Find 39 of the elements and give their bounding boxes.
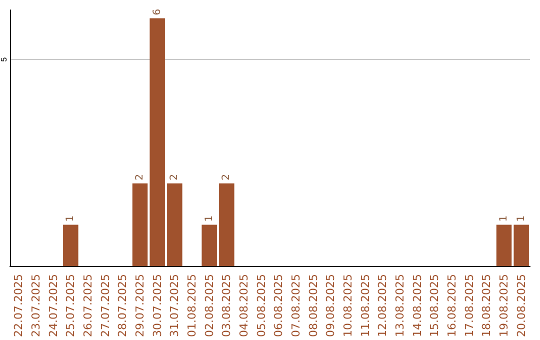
x-tick-label: 31.07.2025: [168, 274, 182, 338]
x-tick-label: 30.07.2025: [150, 274, 164, 338]
data-label: 2: [221, 174, 232, 180]
x-tick-label: 16.08.2025: [446, 274, 458, 338]
x-tick-label: 06.08.2025: [272, 274, 286, 338]
x-tick-label: 08.08.2025: [306, 274, 320, 338]
x-tick-label: 17.08.2025: [462, 274, 476, 338]
x-tick-label: 12.08.2025: [376, 274, 390, 338]
x-tick-label: 23.07.2025: [30, 274, 42, 338]
x-tick-label: 10.08.2025: [342, 274, 354, 338]
x-tick-label: 04.08.2025: [238, 274, 250, 338]
x-tick-label: 20.08.2025: [514, 274, 528, 338]
x-tick-label: 27.07.2025: [98, 274, 112, 338]
x-tick-label: 09.08.2025: [324, 274, 338, 338]
x-tick-label: 13.08.2025: [394, 274, 406, 338]
x-tick-label: 15.08.2025: [428, 274, 442, 338]
y-tick-label: 5: [0, 56, 8, 62]
x-tick-label: 29.07.2025: [134, 274, 146, 338]
x-tick-label: 25.07.2025: [64, 274, 78, 338]
x-tick-label: 02.08.2025: [202, 274, 216, 338]
x-tick-label: 26.07.2025: [82, 274, 94, 338]
x-tick-label: 05.08.2025: [254, 274, 268, 338]
x-tick-label: 19.08.2025: [498, 274, 510, 338]
x-tick-label: 28.07.2025: [116, 274, 130, 338]
data-label: 1: [204, 215, 215, 222]
x-tick-label: 01.08.2025: [186, 274, 198, 338]
x-tick-label: 22.07.2025: [12, 274, 26, 338]
data-label: 1: [498, 215, 510, 222]
x-tick-label: 07.08.2025: [290, 274, 302, 338]
x-tick-label: 24.07.2025: [46, 274, 60, 338]
x-tick-label: 14.08.2025: [410, 274, 424, 338]
data-label: 2: [134, 174, 146, 180]
data-label: 1: [65, 215, 76, 222]
x-tick-label: 03.08.2025: [220, 274, 234, 338]
data-label: 2: [169, 174, 180, 180]
x-tick-label: 11.08.2025: [358, 274, 372, 338]
data-label: 1: [516, 215, 527, 222]
x-tick-label: 18.08.2025: [480, 274, 494, 338]
data-label: 6: [152, 8, 163, 16]
